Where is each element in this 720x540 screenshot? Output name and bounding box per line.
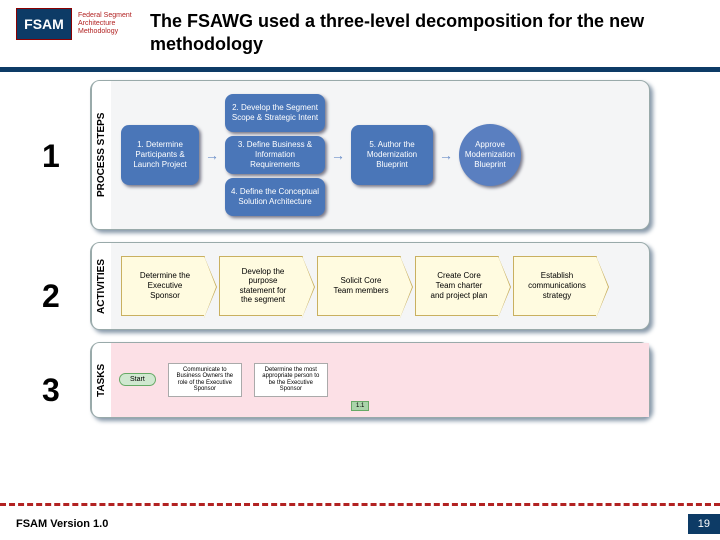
page-title: The FSAWG used a three-level decompositi… [150, 8, 704, 57]
panel-label-tasks: TASKS [91, 343, 111, 417]
panel-label-process: PROCESS STEPS [91, 81, 111, 229]
activity-2: Develop the purpose statement for the se… [219, 256, 303, 316]
process-box-2: 2. Develop the Segment Scope & Strategic… [225, 94, 325, 132]
level-number-1: 1 [42, 138, 60, 175]
task-tag: 1.1 [351, 401, 369, 411]
panel-process: PROCESS STEPS 1. Determine Participants … [90, 80, 650, 230]
header: FSAM Federal Segment Architecture Method… [0, 0, 720, 61]
activity-3: Solicit Core Team members [317, 256, 401, 316]
arrow-icon: → [331, 147, 345, 163]
activities-body: Determine the Executive Sponsor Develop … [111, 243, 649, 329]
panel-tasks: TASKS Start Communicate to Business Owne… [90, 342, 650, 418]
header-rule [0, 67, 720, 72]
activity-1: Determine the Executive Sponsor [121, 256, 205, 316]
process-box-4: 4. Define the Conceptual Solution Archit… [225, 178, 325, 216]
process-box-3: 3. Define Business & Information Require… [225, 136, 325, 174]
footer: FSAM Version 1.0 19 [0, 508, 720, 540]
process-body: 1. Determine Participants & Launch Proje… [111, 81, 649, 229]
logo: FSAM Federal Segment Architecture Method… [16, 8, 138, 40]
logo-subtitle: Federal Segment Architecture Methodology [78, 12, 138, 35]
process-approve-circle: Approve Modernization Blueprint [459, 124, 521, 186]
activity-4: Create Core Team charter and project pla… [415, 256, 499, 316]
task-box-1: Communicate to Business Owners the role … [168, 363, 242, 397]
task-start: Start [119, 373, 156, 386]
process-box-5: 5. Author the Modernization Blueprint [351, 125, 433, 185]
activity-5: Establish communications strategy [513, 256, 597, 316]
arrow-icon: → [439, 147, 453, 163]
arrow-icon: → [205, 147, 219, 163]
level-number-3: 3 [42, 372, 60, 409]
page-number: 19 [688, 514, 720, 534]
logo-abbr: FSAM [24, 16, 64, 32]
tasks-body: Start Communicate to Business Owners the… [111, 343, 649, 417]
content: 1 PROCESS STEPS 1. Determine Participant… [0, 80, 720, 418]
panel-label-activities: ACTIVITIES [91, 243, 111, 329]
task-box-2: Determine the most appropriate person to… [254, 363, 328, 397]
footer-version: FSAM Version 1.0 [16, 518, 108, 530]
panel-activities: ACTIVITIES Determine the Executive Spons… [90, 242, 650, 330]
process-box-1: 1. Determine Participants & Launch Proje… [121, 125, 199, 185]
level-number-2: 2 [42, 278, 60, 315]
process-col-234: 2. Develop the Segment Scope & Strategic… [225, 94, 325, 216]
footer-dash-rule [0, 503, 720, 506]
logo-mark: FSAM [16, 8, 72, 40]
